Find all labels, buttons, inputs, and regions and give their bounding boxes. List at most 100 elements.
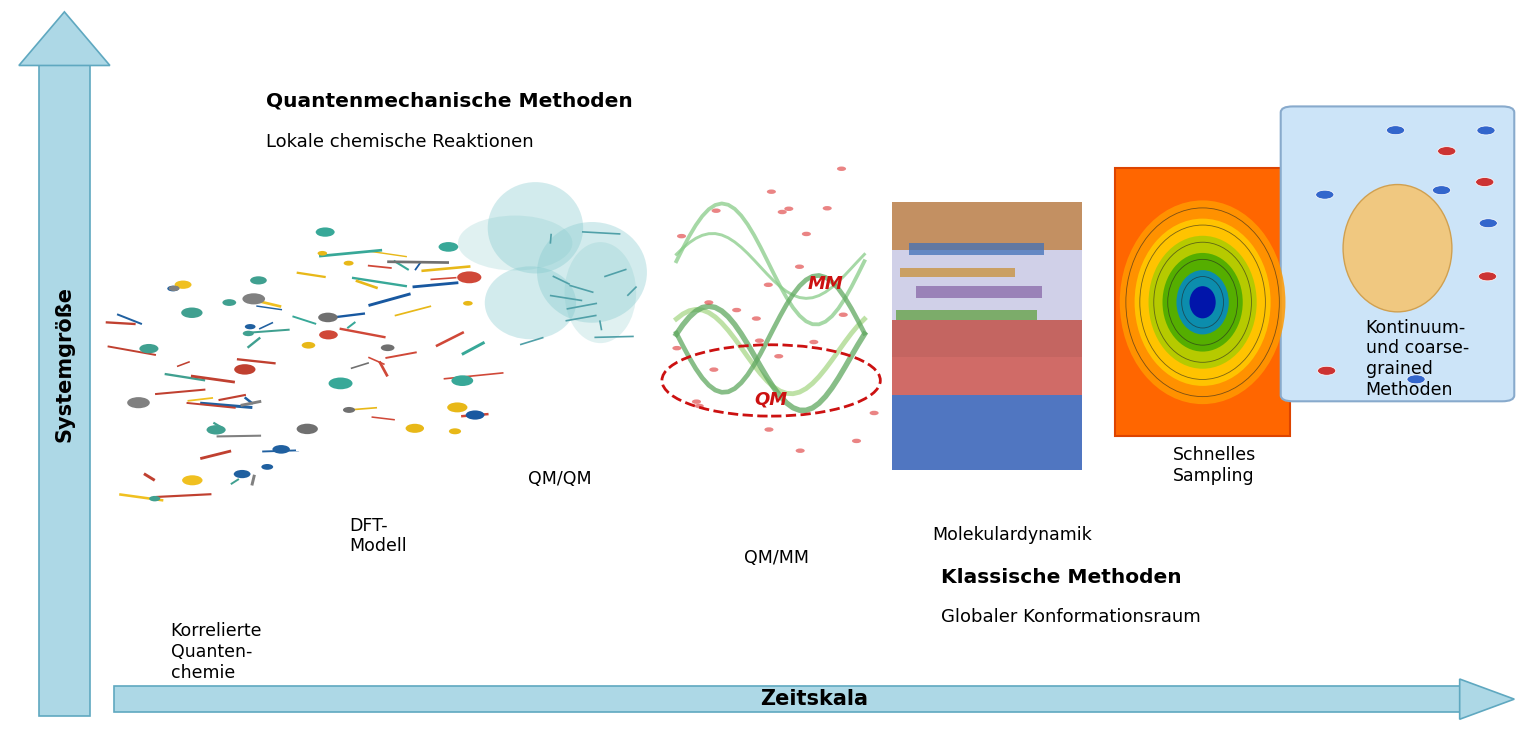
Text: Zeitskala: Zeitskala [761, 689, 868, 709]
Circle shape [272, 445, 290, 454]
Circle shape [449, 428, 461, 434]
Ellipse shape [319, 255, 383, 298]
Text: Schnelles
Sampling: Schnelles Sampling [1173, 446, 1257, 485]
Circle shape [795, 448, 805, 453]
Text: Lokale chemische Reaktionen: Lokale chemische Reaktionen [266, 134, 534, 151]
Bar [1116, 169, 1290, 436]
Ellipse shape [410, 372, 481, 430]
Circle shape [296, 424, 317, 434]
Circle shape [128, 397, 150, 408]
Bar [121, 261, 304, 515]
Bar [897, 310, 1037, 320]
Text: QM/QM: QM/QM [528, 471, 592, 489]
Polygon shape [1460, 679, 1515, 719]
Circle shape [149, 496, 161, 501]
Bar [478, 190, 683, 418]
Circle shape [754, 339, 764, 343]
Text: Systemgröße: Systemgröße [55, 286, 74, 442]
Circle shape [767, 189, 776, 194]
Circle shape [181, 307, 202, 318]
FancyBboxPatch shape [1281, 107, 1515, 401]
Text: DFT-
Modell: DFT- Modell [349, 517, 407, 556]
Ellipse shape [458, 216, 572, 271]
Circle shape [243, 330, 254, 336]
Circle shape [1475, 178, 1494, 186]
Circle shape [1477, 126, 1495, 135]
Circle shape [175, 280, 191, 289]
Circle shape [1438, 147, 1456, 156]
Circle shape [463, 301, 472, 306]
Circle shape [785, 207, 794, 211]
Bar [893, 201, 1082, 250]
Text: MM: MM [808, 275, 844, 292]
Circle shape [223, 299, 237, 306]
Bar [893, 320, 1082, 357]
Ellipse shape [1149, 236, 1257, 369]
Circle shape [316, 228, 334, 236]
Ellipse shape [316, 349, 381, 422]
Text: Molekulardynamik: Molekulardynamik [932, 526, 1091, 545]
Circle shape [751, 316, 761, 321]
Ellipse shape [1190, 286, 1216, 319]
Circle shape [234, 470, 250, 478]
Circle shape [1479, 219, 1497, 228]
Circle shape [381, 345, 395, 351]
Circle shape [1407, 374, 1425, 383]
Circle shape [1316, 190, 1334, 199]
Circle shape [182, 475, 202, 486]
Circle shape [809, 339, 818, 344]
Polygon shape [38, 66, 90, 715]
Bar [893, 357, 1082, 395]
Circle shape [250, 276, 267, 284]
Ellipse shape [349, 292, 439, 334]
Circle shape [234, 364, 255, 374]
Circle shape [764, 283, 773, 287]
Text: QM/MM: QM/MM [744, 548, 809, 567]
Circle shape [319, 313, 337, 322]
Text: QM: QM [754, 390, 788, 408]
Circle shape [823, 206, 832, 210]
Bar [909, 243, 1043, 255]
Circle shape [319, 330, 339, 339]
Circle shape [795, 265, 805, 269]
Circle shape [243, 293, 266, 304]
Bar [917, 286, 1041, 298]
Circle shape [343, 261, 354, 266]
Circle shape [712, 208, 721, 213]
Circle shape [709, 367, 718, 372]
Circle shape [1318, 366, 1336, 375]
Ellipse shape [484, 266, 575, 339]
Circle shape [206, 425, 226, 434]
Circle shape [836, 166, 846, 171]
Circle shape [343, 407, 355, 413]
Circle shape [261, 464, 273, 470]
Ellipse shape [1343, 184, 1451, 312]
Bar [653, 150, 888, 470]
Circle shape [692, 399, 701, 404]
Circle shape [167, 286, 179, 292]
Circle shape [777, 210, 786, 214]
Bar [893, 395, 1082, 470]
Circle shape [140, 344, 158, 354]
Bar [296, 220, 493, 451]
Circle shape [852, 439, 861, 443]
Ellipse shape [1134, 219, 1271, 386]
Ellipse shape [1120, 201, 1286, 404]
Text: Korrelierte
Quanten-
chemie: Korrelierte Quanten- chemie [170, 622, 263, 682]
Polygon shape [18, 12, 109, 66]
Circle shape [317, 251, 326, 256]
Text: Klassische Methoden: Klassische Methoden [941, 568, 1181, 587]
Circle shape [802, 232, 811, 236]
Circle shape [1479, 272, 1497, 280]
Ellipse shape [487, 182, 583, 274]
Circle shape [405, 424, 424, 433]
Text: Kontinuum-
und coarse-
grained
Methoden: Kontinuum- und coarse- grained Methoden [1366, 319, 1469, 399]
Text: Globaler Konformationsraum: Globaler Konformationsraum [941, 608, 1201, 626]
Circle shape [328, 377, 352, 389]
Circle shape [302, 342, 316, 348]
Polygon shape [114, 686, 1460, 712]
Circle shape [1386, 126, 1404, 135]
Ellipse shape [1176, 270, 1228, 334]
Circle shape [672, 346, 682, 351]
Circle shape [457, 272, 481, 283]
